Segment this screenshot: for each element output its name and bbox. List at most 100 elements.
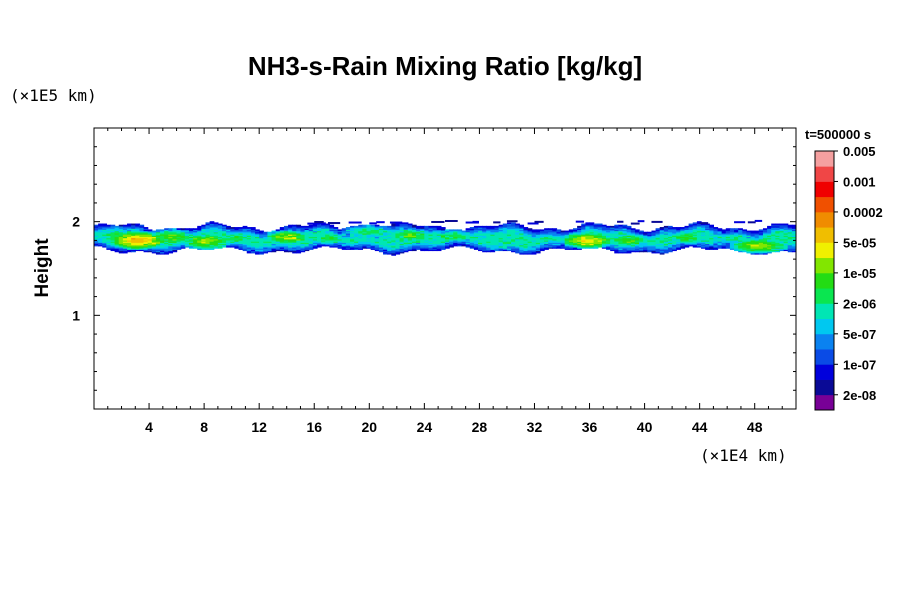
field-cell: [705, 239, 710, 242]
field-cell: [350, 231, 355, 234]
field-cell: [482, 231, 487, 234]
field-cell: [316, 236, 322, 239]
field-cell: [362, 243, 368, 246]
field-cell: [775, 236, 781, 239]
field-cell: [560, 234, 566, 236]
field-cell: [713, 229, 719, 232]
field-cell: [734, 245, 739, 248]
field-cell: [634, 243, 640, 246]
field-cell: [589, 234, 595, 236]
field-cell: [308, 228, 314, 230]
field-cell: [201, 238, 207, 241]
field-cell: [659, 230, 665, 233]
field-cell: [742, 230, 748, 233]
field-cell: [490, 236, 496, 239]
field-cell: [155, 238, 161, 241]
field-cell: [374, 231, 380, 234]
field-cell: [143, 228, 149, 230]
field-cell: [618, 228, 624, 230]
field-cell: [267, 246, 273, 249]
field-cell: [106, 245, 112, 248]
field-cell: [453, 237, 458, 240]
field-cell: [325, 225, 330, 228]
field-cell: [238, 246, 244, 249]
field-cell: [358, 248, 364, 250]
field-cell: [564, 246, 570, 249]
field-cell: [160, 237, 165, 240]
field-cell: [168, 232, 174, 235]
field-cell: [696, 231, 702, 234]
field-cell: [482, 238, 487, 241]
field-cell: [172, 246, 178, 249]
field-cell: [577, 230, 582, 233]
field-cell: [568, 231, 574, 234]
field-cell: [180, 246, 186, 249]
field-cell: [226, 238, 231, 241]
field-cell: [288, 242, 293, 245]
field-cell: [350, 244, 355, 247]
field-cell: [411, 235, 417, 238]
field-cell: [279, 242, 285, 245]
field-cell: [651, 237, 657, 240]
field-cell: [403, 249, 409, 252]
field-cell: [601, 234, 607, 236]
field-cell: [783, 241, 789, 243]
field-cell: [271, 245, 277, 248]
field-cell: [255, 246, 260, 249]
field-cell: [560, 239, 566, 242]
field-cell: [242, 243, 248, 246]
field-cell: [201, 241, 207, 243]
field-cell: [486, 242, 492, 245]
field-cell: [378, 236, 384, 239]
field-cell: [436, 231, 442, 234]
field-cell: [350, 242, 355, 245]
field-cell: [742, 245, 748, 248]
field-cell: [775, 231, 781, 234]
field-cell: [643, 238, 648, 241]
field-cell: [490, 228, 496, 230]
field-cell: [663, 244, 669, 247]
field-cell: [614, 246, 620, 249]
field-cell: [746, 245, 752, 248]
field-cell: [502, 238, 508, 241]
field-cell: [312, 239, 318, 242]
field-cell: [494, 236, 500, 239]
field-cell: [779, 236, 785, 239]
field-cell: [606, 242, 611, 245]
field-cell: [767, 241, 772, 243]
field-cell: [296, 248, 302, 250]
field-cell: [226, 225, 231, 228]
field-cell: [337, 238, 343, 241]
field-cell: [428, 234, 434, 236]
x-tick-label: 16: [306, 419, 322, 435]
field-cell: [197, 238, 202, 241]
field-cell: [250, 249, 256, 252]
field-cell: [754, 237, 760, 240]
field-cell: [701, 245, 706, 248]
field-cell: [486, 229, 492, 232]
field-cell: [564, 241, 570, 243]
field-cell: [573, 248, 578, 250]
field-cell: [279, 227, 285, 229]
field-cell: [420, 232, 425, 235]
field-cell: [172, 232, 178, 235]
field-cell: [366, 239, 372, 242]
field-cell: [552, 242, 558, 245]
field-cell: [734, 237, 739, 240]
field-cell: [701, 236, 706, 239]
field-cell: [296, 251, 302, 254]
field-cell: [469, 227, 475, 229]
field-cell: [597, 229, 603, 232]
field-cell: [465, 243, 471, 246]
field-cell: [626, 228, 632, 230]
field-cell: [106, 225, 112, 228]
field-cell: [589, 227, 595, 229]
field-cell: [366, 234, 372, 236]
field-cell: [762, 228, 768, 230]
field-cell: [783, 242, 789, 245]
field-cell: [143, 235, 149, 238]
field-cell: [296, 231, 302, 234]
field-fringe: [369, 222, 377, 225]
field-cell: [102, 227, 107, 229]
field-cell: [267, 249, 273, 252]
